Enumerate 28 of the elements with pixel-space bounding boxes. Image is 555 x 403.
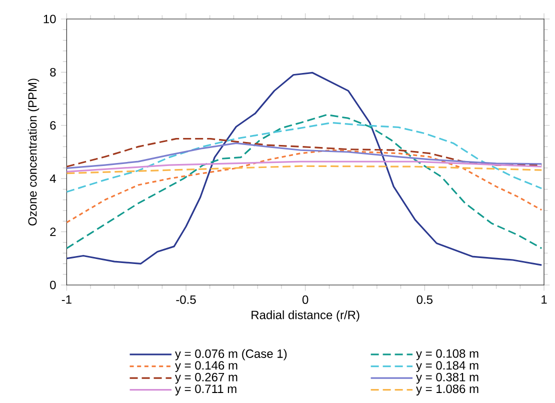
y-tick-label: 0 [50,280,56,290]
legend-label: y = 0.108 m [416,349,478,360]
line-series [66,122,542,193]
x-tick-label: 0.5 [416,295,433,304]
legend-label: y = 1.086 m [416,384,478,396]
x-axis-title: Radial distance (r/R) [252,310,360,322]
legend-label: y = 0.184 m [416,361,478,372]
y-axis-title: Ozone concentration (PPM) [28,78,40,226]
line-series [66,114,542,250]
x-tick-label: -1 [62,295,72,304]
legend-label: y = 0.076 m (Case 1) [174,349,287,360]
y-tick-label: 6 [50,121,56,130]
line-series [66,160,542,172]
line-series [66,149,542,224]
line-series [66,72,542,266]
legend-label: y = 0.267 m [174,372,238,384]
y-tick-label: 2 [50,228,56,236]
x-tick-label: -0.5 [176,295,196,304]
y-tick-label: 10 [44,14,56,24]
x-tick-label: 0 [302,295,308,304]
y-tick-label: 4 [50,174,56,183]
legend-label: y = 0.146 m [174,361,238,372]
line-series [66,142,542,170]
legend-label: y = 0.711 m [174,384,236,396]
legend-label: y = 0.381 m [416,372,478,384]
x-tick-label: 1 [542,295,547,304]
line-series [66,165,542,174]
y-tick-label: 8 [50,68,56,76]
